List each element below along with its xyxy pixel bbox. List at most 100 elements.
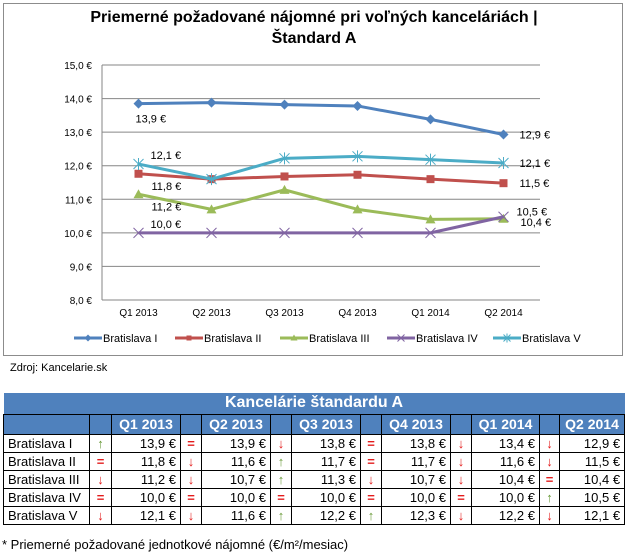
y-tick-label: 11,0 € (65, 195, 92, 206)
rent-value: 12,1 € (111, 505, 181, 525)
footnote: * Priemerné požadované jednotkové nájomn… (2, 537, 349, 552)
legend-label: Bratislava IV (416, 333, 478, 345)
row-name: Bratislava I (3, 433, 90, 453)
rent-table: Kancelárie štandardu A Q1 2013 Q2 2013 Q3 … (3, 393, 626, 525)
trend-eq-icon: = (89, 487, 112, 507)
data-point (206, 97, 217, 108)
rent-value: 10,7 € (201, 469, 271, 489)
data-point (280, 172, 289, 181)
rent-value: 10,0 € (471, 487, 540, 507)
row-name: Bratislava IV (3, 487, 90, 507)
y-tick-label: 14,0 € (64, 95, 92, 106)
data-label: 11,8 € (152, 181, 182, 193)
row-name: Bratislava V (3, 505, 90, 525)
data-point (134, 169, 143, 178)
data-point (84, 334, 92, 342)
legend-label: Bratislava V (522, 333, 581, 345)
x-tick-label: Q4 2013 (338, 308, 377, 319)
legend-item: Bratislava V (493, 333, 581, 345)
legend-label: Bratislava II (204, 333, 261, 345)
data-point (425, 214, 436, 224)
rent-value: 13,8 € (381, 433, 451, 453)
y-tick-label: 13,0 € (64, 128, 92, 139)
trend-up-icon: ↑ (360, 505, 382, 525)
legend-item: Bratislava II (175, 333, 261, 345)
legend-item: Bratislava IV (387, 333, 478, 345)
trend-eq-icon: = (360, 433, 382, 453)
header-trend-spacer (270, 413, 292, 435)
data-label: 12,1 € (520, 158, 551, 170)
data-point (498, 157, 509, 170)
data-label: 12,1 € (151, 150, 182, 162)
trend-down-icon: ↓ (180, 469, 202, 489)
x-tick-label: Q2 2013 (192, 308, 231, 319)
line-chart: Priemerné požadované nájomné pri voľných… (64, 9, 581, 345)
data-point (279, 152, 290, 165)
series-line (138, 101, 504, 136)
trend-down-icon: ↓ (180, 505, 202, 525)
data-point (353, 170, 362, 179)
data-point (352, 100, 363, 111)
trend-eq-icon: = (539, 469, 560, 489)
data-point (290, 334, 298, 341)
data-label: 11,2 € (152, 201, 182, 213)
data-label: 12,9 € (520, 129, 551, 141)
table-row: Bratislava II = 11,8 € ↓ 11,6 € ↑ 11,7 € = 11,7 … (3, 451, 626, 471)
rent-value: 12,9 € (558, 433, 626, 453)
data-point (133, 158, 144, 171)
source-note: Zdroj: Kancelarie.sk (10, 362, 108, 374)
x-tick-label: Q1 2014 (411, 308, 450, 319)
rent-value: 10,7 € (381, 469, 451, 489)
data-point (279, 184, 290, 194)
legend-label: Bratislava III (309, 333, 370, 345)
chart-title-line1: Priemerné požadované nájomné pri voľných… (90, 9, 537, 26)
y-tick-label: 9,0 € (70, 262, 93, 273)
column-header: Q2 2013 (201, 413, 271, 435)
rent-value: 11,6 € (471, 451, 540, 471)
trend-eq-icon: = (89, 451, 112, 471)
header-empty (3, 413, 90, 435)
data-point (133, 189, 144, 199)
data-point (133, 98, 144, 109)
data-point (352, 150, 363, 163)
data-point (499, 179, 508, 188)
rent-value: 10,0 € (111, 487, 181, 507)
table-row: Bratislava V ↓ 12,1 € ↓ 11,6 € ↑ 12,2 € ↑ 12,3 €… (3, 505, 626, 525)
rent-value: 13,4 € (471, 433, 540, 453)
table-row: Bratislava IV = 10,0 € = 10,0 € = 10,0 € = 10,0 … (3, 487, 626, 507)
y-tick-label: 12,0 € (64, 162, 92, 173)
y-tick-label: 8,0 € (70, 296, 93, 307)
column-header: Q3 2013 (291, 413, 361, 435)
trend-down-icon: ↓ (450, 433, 472, 453)
row-name: Bratislava III (3, 469, 90, 489)
series-line (138, 188, 504, 221)
rent-value: 11,6 € (201, 505, 271, 525)
data-label: 11,5 € (520, 178, 550, 190)
rent-value: 12,2 € (291, 505, 361, 525)
trend-down-icon: ↓ (539, 451, 560, 471)
rent-value: 10,4 € (558, 469, 626, 489)
data-point (279, 227, 290, 239)
legend-item: Bratislava III (280, 333, 370, 345)
data-point (498, 211, 509, 223)
rent-value: 10,4 € (471, 469, 540, 489)
trend-up-icon: ↑ (89, 433, 112, 453)
trend-eq-icon: = (360, 451, 382, 471)
header-trend-spacer (450, 413, 472, 435)
trend-down-icon: ↓ (360, 469, 382, 489)
legend-label: Bratislava I (103, 333, 157, 345)
rent-value: 11,2 € (111, 469, 181, 489)
trend-up-icon: ↑ (270, 469, 292, 489)
data-point (206, 204, 217, 214)
header-trend-spacer (360, 413, 382, 435)
rent-value: 10,5 € (558, 487, 626, 507)
rent-value: 12,1 € (558, 505, 626, 525)
data-point (397, 334, 405, 342)
data-point (426, 175, 435, 184)
trend-down-icon: ↓ (270, 433, 292, 453)
trend-up-icon: ↑ (270, 451, 292, 471)
rent-value: 13,8 € (291, 433, 361, 453)
data-point (425, 153, 436, 166)
rent-value: 12,2 € (471, 505, 540, 525)
data-point (206, 173, 217, 186)
